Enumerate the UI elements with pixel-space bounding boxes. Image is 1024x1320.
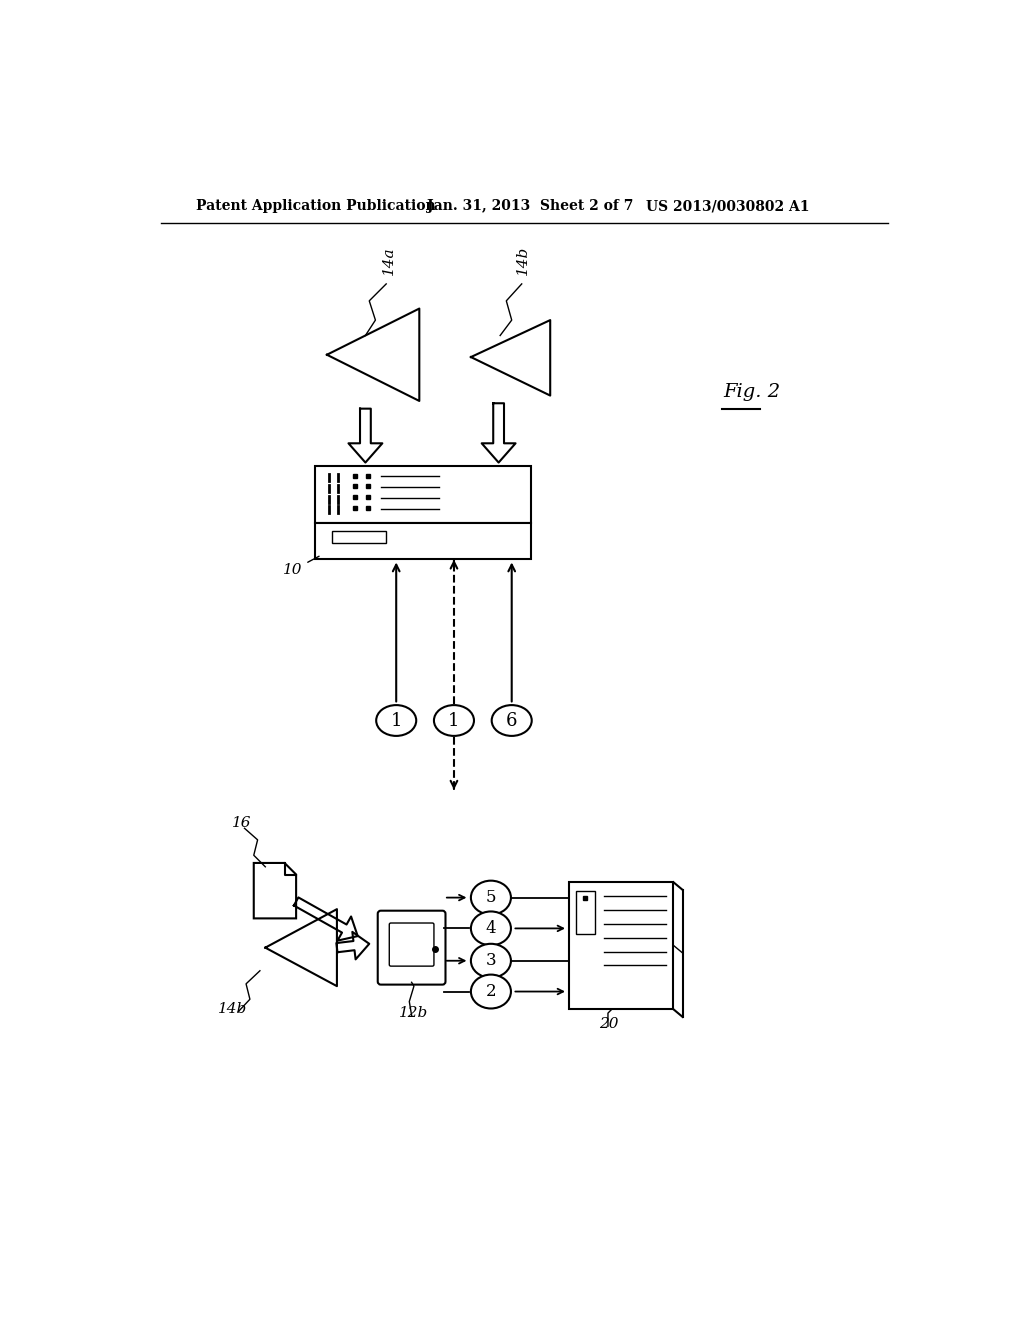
Bar: [315, 524, 531, 558]
Text: Patent Application Publication: Patent Application Publication: [196, 199, 435, 213]
Text: 5: 5: [485, 890, 497, 906]
Text: 2: 2: [485, 983, 497, 1001]
Text: 14b: 14b: [217, 1002, 247, 1016]
Ellipse shape: [471, 974, 511, 1008]
Ellipse shape: [434, 705, 474, 737]
FancyBboxPatch shape: [389, 923, 434, 966]
Text: 16: 16: [232, 816, 252, 830]
Bar: [575, 891, 595, 933]
Text: 3: 3: [485, 952, 497, 969]
Text: Fig. 2: Fig. 2: [724, 383, 780, 401]
Text: 1: 1: [449, 711, 460, 730]
Text: 10: 10: [283, 556, 319, 577]
Text: 14b: 14b: [516, 246, 530, 276]
Text: 14a: 14a: [382, 247, 395, 276]
Text: 6: 6: [506, 711, 517, 730]
Text: 1: 1: [390, 711, 402, 730]
Text: US 2013/0030802 A1: US 2013/0030802 A1: [646, 199, 810, 213]
Text: Jan. 31, 2013  Sheet 2 of 7: Jan. 31, 2013 Sheet 2 of 7: [427, 199, 634, 213]
Ellipse shape: [492, 705, 531, 737]
FancyBboxPatch shape: [378, 911, 445, 985]
Text: 20: 20: [599, 1018, 618, 1031]
Bar: [315, 466, 531, 524]
Ellipse shape: [471, 944, 511, 978]
Ellipse shape: [471, 911, 511, 945]
Text: 12b: 12b: [398, 1006, 428, 1020]
Text: 4: 4: [485, 920, 497, 937]
Polygon shape: [254, 863, 296, 919]
Bar: [333, 531, 386, 544]
Bar: [569, 882, 674, 1010]
Ellipse shape: [471, 880, 511, 915]
Ellipse shape: [376, 705, 416, 737]
